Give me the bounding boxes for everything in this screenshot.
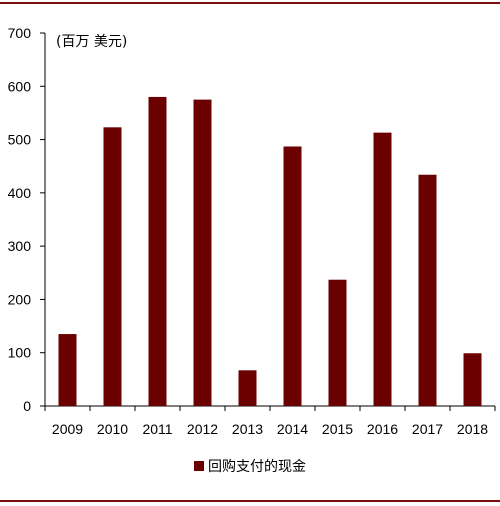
bar-2018 [463, 353, 482, 406]
y-tick-label: 400 [8, 185, 32, 201]
y-tick-label: 200 [8, 291, 32, 307]
y-tick-label: 100 [8, 345, 32, 361]
x-tick-label: 2009 [52, 421, 83, 437]
axes: 0 100 200 300 400 500 600 700 2009 2010 2011 2012 20… [8, 25, 496, 437]
bar-2011 [148, 96, 167, 406]
bar-2017 [418, 174, 437, 406]
x-tick-label: 2012 [187, 421, 218, 437]
bar-2010 [103, 127, 122, 407]
x-tick-label: 2015 [322, 421, 353, 437]
bar-2014 [283, 146, 302, 406]
bars [58, 96, 482, 407]
y-tick-label: 600 [8, 78, 32, 94]
y-tick-label: 300 [8, 238, 32, 254]
legend-label: 回购支付的现金 [208, 459, 306, 475]
unit-label: (百万 美元) [56, 34, 127, 50]
x-tick-label: 2013 [232, 421, 263, 437]
bar-chart: 0 100 200 300 400 500 600 700 2009 2010 2011 2012 20… [8, 25, 496, 437]
top-border [0, 2, 500, 4]
bottom-border [0, 500, 500, 502]
y-tick-label: 700 [8, 25, 32, 41]
legend: 回购支付的现金 [0, 456, 500, 476]
x-tick-label: 2014 [277, 421, 308, 437]
x-tick-label: 2011 [142, 421, 172, 437]
bar-2016 [373, 132, 392, 406]
bar-2009 [58, 334, 77, 406]
bar-2015 [328, 279, 347, 406]
y-tick-label: 500 [8, 132, 32, 148]
bar-2012 [193, 99, 212, 406]
y-tick-label: 0 [23, 398, 31, 414]
x-tick-label: 2016 [367, 421, 398, 437]
legend-swatch [194, 461, 204, 471]
x-tick-label: 2018 [457, 421, 488, 437]
bar-2013 [238, 370, 257, 406]
x-tick-label: 2017 [412, 421, 443, 437]
x-tick-label: 2010 [97, 421, 128, 437]
